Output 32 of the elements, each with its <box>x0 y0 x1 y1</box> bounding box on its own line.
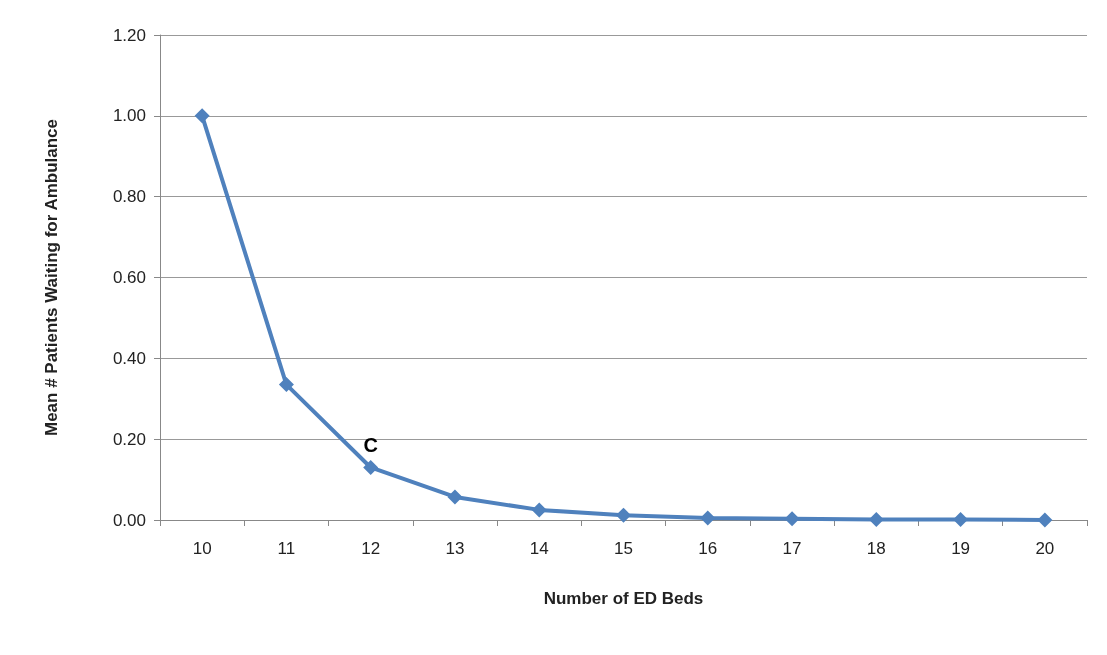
point <box>784 511 800 527</box>
x-tick-label: 20 <box>1035 539 1055 558</box>
x-tick-label: 10 <box>192 539 212 558</box>
y-tick-label: 0.80 <box>112 187 146 207</box>
y-tick-label: 0.00 <box>112 510 146 530</box>
y-tick-label: 1.00 <box>112 106 146 126</box>
point <box>278 377 294 393</box>
x-tick-label: 15 <box>614 539 633 558</box>
x-axis-title: Number of ED Beds <box>543 589 704 608</box>
point <box>616 507 631 523</box>
y-axis-title: Mean # Patients Waiting for Ambulance <box>42 118 61 437</box>
x-tick-label: 12 <box>361 539 381 558</box>
point <box>363 459 379 475</box>
annotation: C <box>363 433 378 456</box>
point <box>1037 512 1053 528</box>
point <box>194 108 210 124</box>
point <box>700 510 716 526</box>
point <box>447 489 463 505</box>
x-tick-label: 19 <box>951 539 971 558</box>
x-tick-label: 13 <box>445 539 465 558</box>
y-tick-label: 0.20 <box>112 429 146 449</box>
x-tick-label: 17 <box>782 539 802 558</box>
point <box>531 502 547 518</box>
x-tick-label: 18 <box>866 539 886 558</box>
point <box>953 512 969 528</box>
y-tick-label: 0.40 <box>112 348 146 368</box>
x-tick-label: 11 <box>277 539 296 558</box>
point <box>868 512 884 528</box>
y-tick-label: 1.20 <box>112 25 146 45</box>
x-tick-label: 14 <box>529 539 549 558</box>
y-tick-label: 0.60 <box>112 268 146 287</box>
x-tick-label: 16 <box>698 539 718 558</box>
